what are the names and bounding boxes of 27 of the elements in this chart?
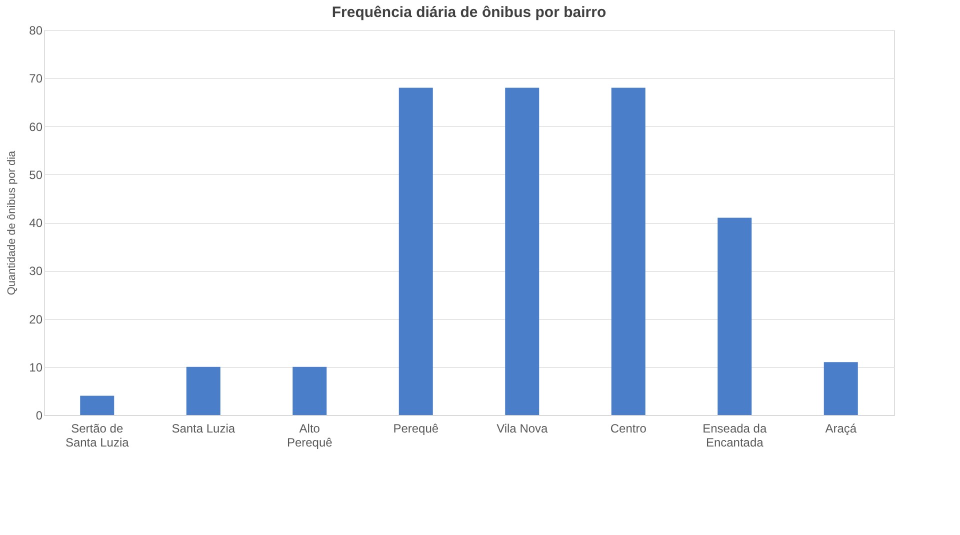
y-axis-title: Quantidade de ônibus por dia (6, 150, 18, 296)
x-tick-label: Araçá (825, 422, 857, 436)
bar (398, 88, 433, 415)
y-tick-label: 60 (29, 120, 43, 134)
x-tick-label: Enseada da Encantada (702, 422, 767, 450)
y-tick-label: 30 (29, 264, 43, 278)
bar (80, 396, 114, 415)
bar (505, 88, 540, 415)
y-tick-label: 40 (29, 216, 43, 230)
bar (718, 218, 752, 415)
y-tick-label: 20 (29, 312, 43, 326)
x-tick-label: Perequê (393, 422, 439, 436)
x-tick-label: Alto Perequê (286, 422, 333, 450)
x-tick-label: Santa Luzia (172, 422, 236, 436)
chart-title: Frequência diária de ônibus por bairro (332, 4, 606, 21)
x-tick-label: Vila Nova (496, 422, 548, 436)
y-tick-label: 80 (29, 24, 43, 38)
bar (611, 88, 646, 415)
x-tick-label: Sertão de Santa Luzia (65, 422, 130, 450)
y-tick-label: 50 (29, 168, 43, 182)
bar (824, 362, 858, 415)
y-tick-label: 0 (36, 408, 43, 422)
x-tick-label: Centro (610, 422, 647, 436)
y-tick-label: 70 (29, 72, 43, 86)
bar (186, 366, 220, 415)
bar (292, 366, 327, 415)
y-tick-label: 10 (29, 360, 43, 374)
